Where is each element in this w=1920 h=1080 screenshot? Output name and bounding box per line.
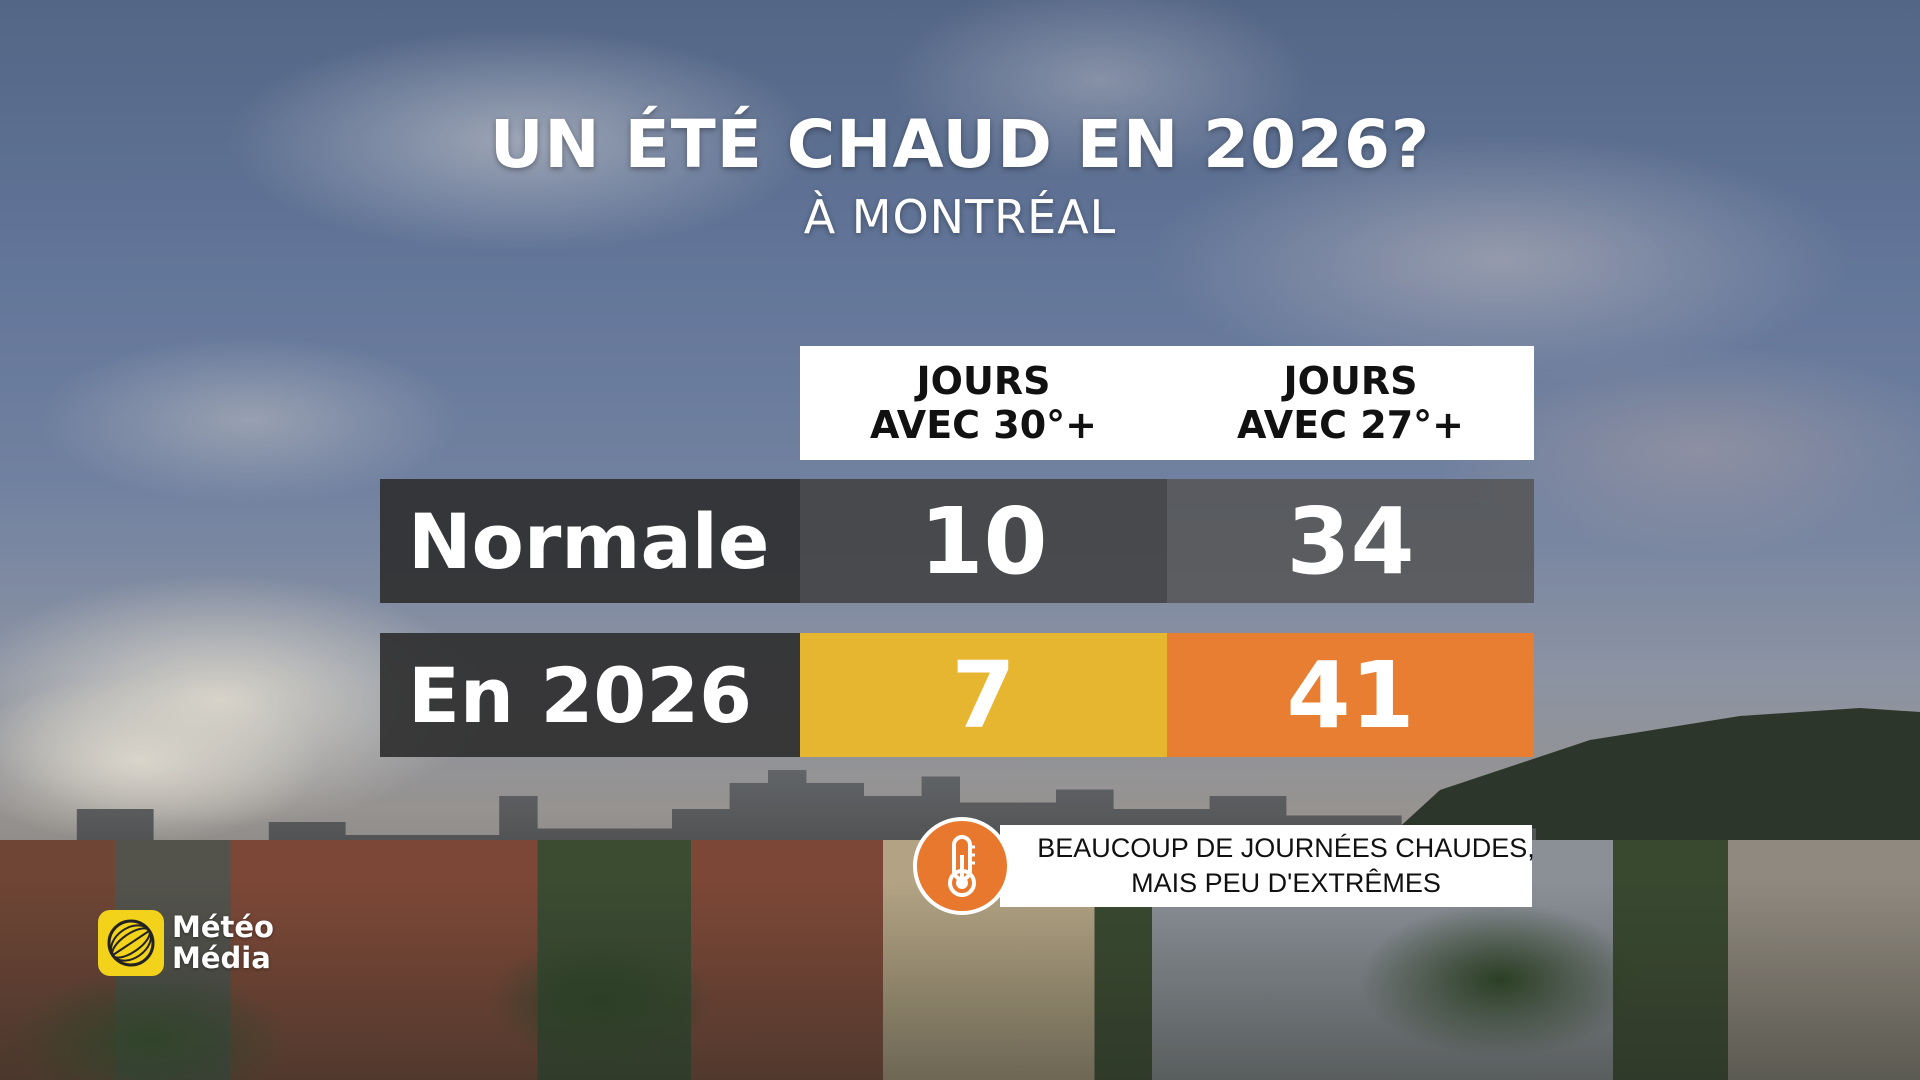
logo-text: Météo Média: [172, 912, 274, 974]
note-line1: BEAUCOUP DE JOURNÉES CHAUDES,: [1037, 833, 1535, 863]
table-row-normale: Normale 10 34: [380, 479, 1534, 603]
logo-line1: Météo: [172, 910, 274, 944]
cell-normale-30: 10: [800, 479, 1167, 603]
cell-normale-27: 34: [1167, 479, 1534, 603]
cell-2026-30: 7: [800, 633, 1167, 757]
thermometer-icon: [913, 817, 1011, 915]
column-header-30-line1: JOURS: [916, 359, 1051, 403]
column-header-27-line1: JOURS: [1283, 359, 1418, 403]
column-header-30-line2: AVEC 30°+: [869, 403, 1098, 447]
column-header-27: JOURS AVEC 27°+: [1167, 346, 1534, 460]
column-header-30: JOURS AVEC 30°+: [800, 346, 1167, 460]
note-box: BEAUCOUP DE JOURNÉES CHAUDES, MAIS PEU D…: [1000, 825, 1535, 907]
table-row-2026: En 2026 7 41: [380, 633, 1534, 757]
globe-logo-icon: [98, 910, 164, 976]
column-header: JOURS AVEC 30°+ JOURS AVEC 27°+: [800, 346, 1534, 460]
cell-2026-27: 41: [1167, 633, 1534, 757]
page-subtitle: À MONTRÉAL: [803, 190, 1117, 244]
note-line2: MAIS PEU D'EXTRÊMES: [1131, 868, 1441, 898]
meteomedia-logo: Météo Média: [98, 910, 274, 976]
page-title: UN ÉTÉ CHAUD EN 2026?: [489, 106, 1431, 183]
row-label-2026: En 2026: [380, 633, 800, 757]
logo-line2: Média: [172, 941, 271, 975]
row-label-normale: Normale: [380, 479, 800, 603]
column-header-27-line2: AVEC 27°+: [1236, 403, 1465, 447]
